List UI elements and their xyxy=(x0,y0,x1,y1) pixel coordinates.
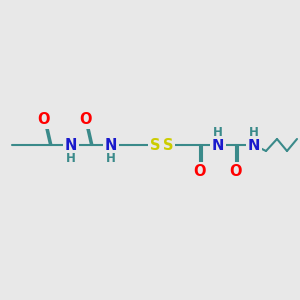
Text: H: H xyxy=(106,152,116,164)
Text: O: O xyxy=(230,164,242,178)
Text: N: N xyxy=(212,137,224,152)
Text: S: S xyxy=(150,137,160,152)
Text: H: H xyxy=(66,152,76,164)
Text: N: N xyxy=(105,137,117,152)
Text: N: N xyxy=(65,137,77,152)
Text: O: O xyxy=(194,164,206,178)
Text: O: O xyxy=(38,112,50,128)
Text: S: S xyxy=(163,137,173,152)
Text: O: O xyxy=(79,112,91,128)
Text: H: H xyxy=(249,125,259,139)
Text: N: N xyxy=(248,137,260,152)
Text: H: H xyxy=(213,125,223,139)
